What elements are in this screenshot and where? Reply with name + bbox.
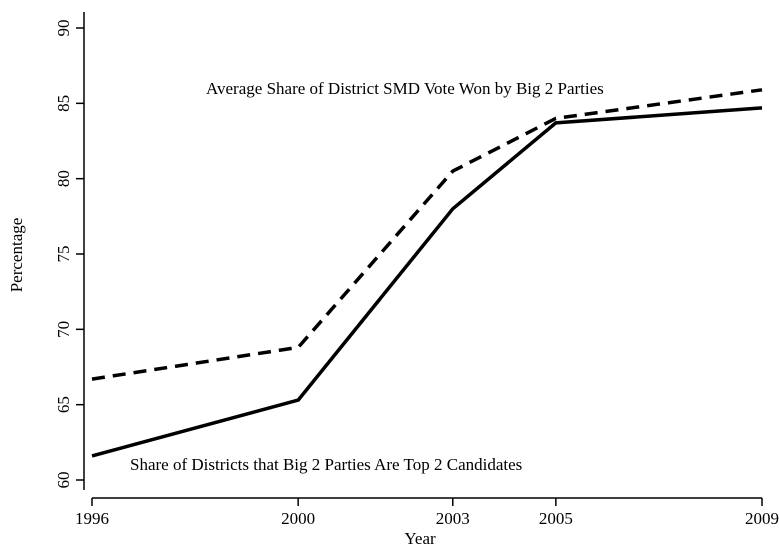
x-axis-title: Year: [404, 529, 436, 547]
x-tick-label: 2005: [539, 509, 573, 528]
y-axis-title: Percentage: [7, 218, 26, 293]
x-tick-label: 1996: [75, 509, 109, 528]
y-tick-label: 60: [54, 472, 73, 489]
solid-series-line: [91, 106, 763, 458]
series-layer: [91, 88, 763, 458]
x-tick-label: 2000: [281, 509, 315, 528]
axes: [83, 12, 762, 499]
y-tick-label: 65: [54, 396, 73, 413]
y-tick-label: 90: [54, 20, 73, 37]
y-tick-label: 80: [54, 170, 73, 187]
x-ticks: 1996 2000 2003 2005 2009: [75, 498, 779, 528]
solid-series-annotation: Share of Districts that Big 2 Parties Ar…: [130, 455, 522, 474]
dashed-series-annotation: Average Share of District SMD Vote Won b…: [206, 79, 604, 98]
y-tick-label: 85: [54, 95, 73, 112]
y-tick-label: 75: [54, 246, 73, 263]
x-tick-label: 2003: [436, 509, 470, 528]
y-ticks: 60 65 70 75 80 85 90: [54, 20, 84, 489]
dashed-series-line: [91, 88, 763, 381]
y-tick-label: 70: [54, 321, 73, 338]
x-tick-label: 2009: [745, 509, 779, 528]
